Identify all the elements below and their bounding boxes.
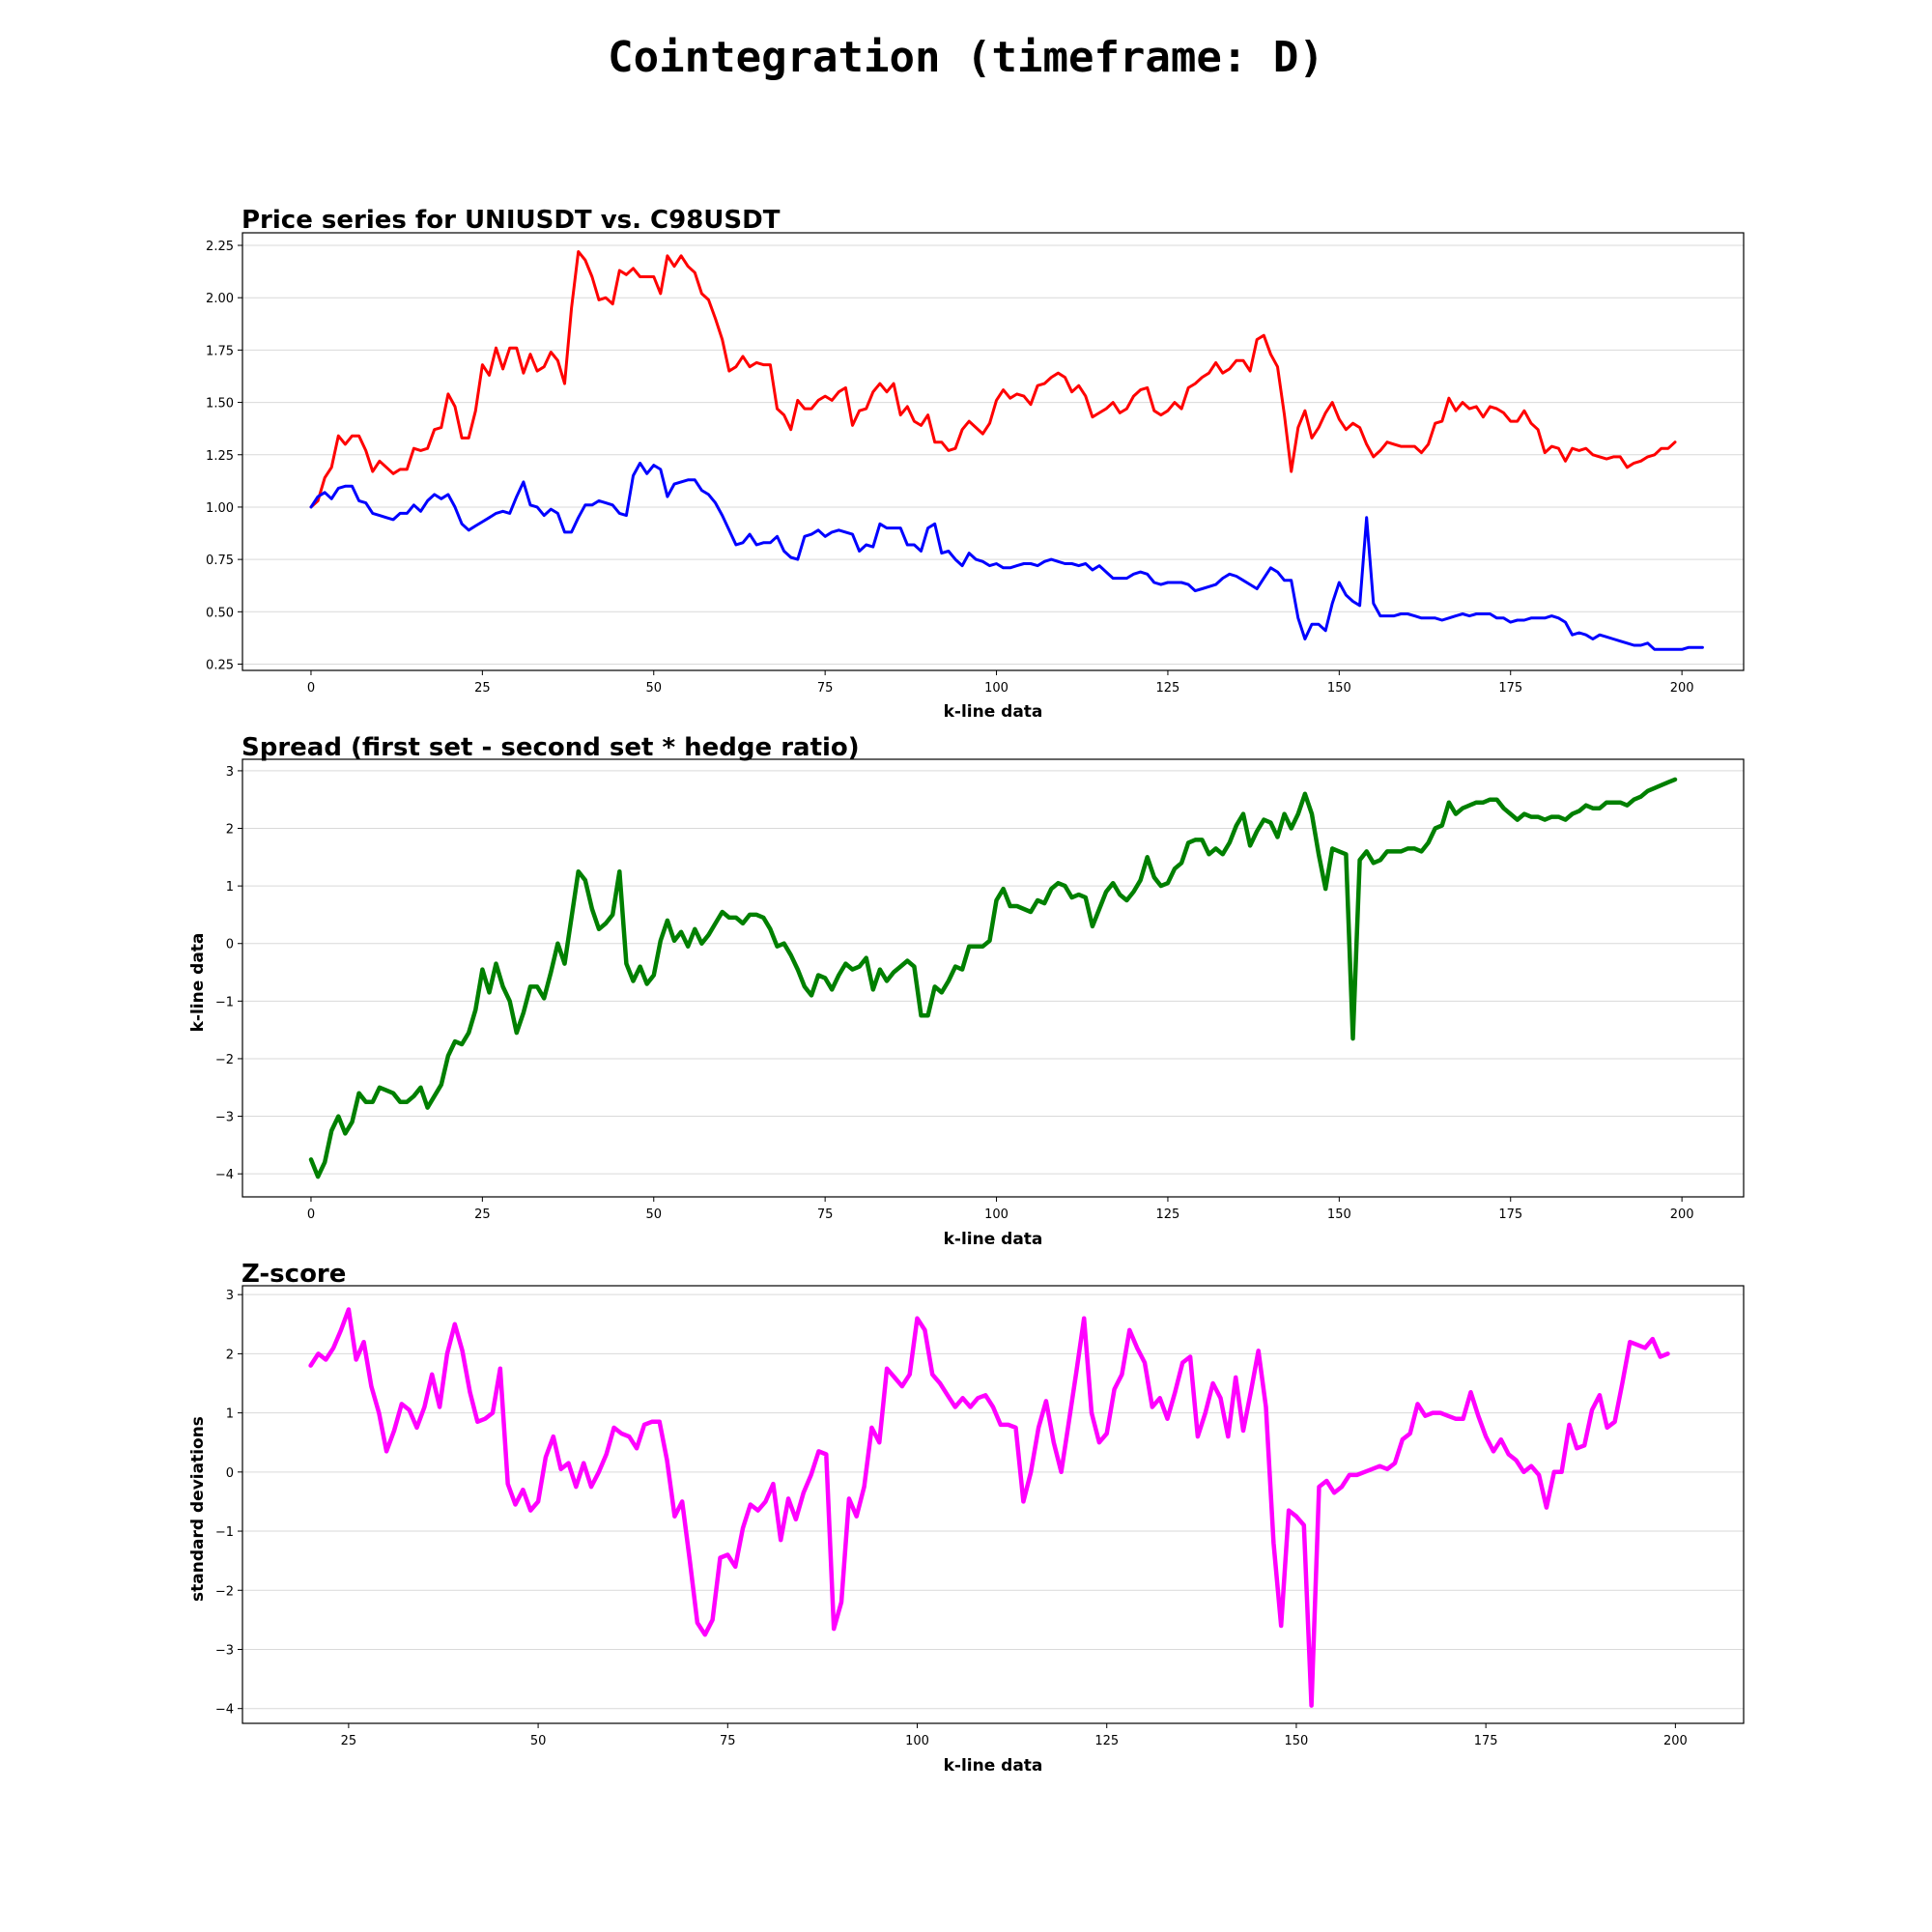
x-tick-label: 100 — [984, 681, 1009, 696]
y-tick-label: 1.25 — [206, 449, 234, 464]
y-tick-label: 1 — [226, 1407, 234, 1422]
x-tick-label: 50 — [530, 1734, 547, 1748]
spread-ylabel: k-line data — [188, 933, 208, 1033]
figure-suptitle: Cointegration (timeframe: D) — [608, 33, 1324, 82]
price-series-xlabel: k-line data — [944, 702, 1043, 722]
spread-xlabel: k-line data — [944, 1230, 1043, 1249]
axes-frame — [242, 1285, 1745, 1724]
y-tick-label: 0.50 — [206, 606, 234, 620]
x-tick-label: 50 — [645, 1208, 662, 1222]
spread-series-line-0 — [308, 777, 1678, 1179]
price-series-line-1 — [309, 461, 1704, 651]
y-tick-label: −2 — [215, 1584, 234, 1599]
x-tick-label: 25 — [474, 1208, 491, 1222]
y-tick-label: 0 — [226, 938, 234, 952]
x-tick-label: 25 — [341, 1734, 357, 1748]
axes-frame — [242, 758, 1745, 1198]
price-series-line-0 — [309, 250, 1677, 509]
x-tick-label: 25 — [474, 681, 491, 696]
x-tick-label: 175 — [1498, 681, 1522, 696]
x-tick-label: 0 — [307, 1208, 315, 1222]
y-tick-label: 2.25 — [206, 240, 234, 254]
y-tick-label: 0.75 — [206, 554, 234, 568]
y-tick-label: 1 — [226, 880, 234, 895]
x-tick-label: 200 — [1670, 681, 1694, 696]
y-tick-label: −1 — [215, 995, 234, 1009]
y-tick-label: 3 — [226, 1289, 234, 1303]
x-tick-label: 100 — [905, 1734, 929, 1748]
x-tick-label: 150 — [1327, 1208, 1351, 1222]
y-tick-label: −3 — [215, 1643, 234, 1658]
zscore-axes: Z-score k-line data standard deviations … — [188, 1260, 1745, 1776]
x-tick-label: 125 — [1156, 681, 1180, 696]
x-tick-label: 125 — [1094, 1734, 1119, 1748]
y-tick-label: 1.00 — [206, 501, 234, 516]
x-tick-label: 150 — [1327, 681, 1351, 696]
y-tick-label: −4 — [215, 1703, 234, 1718]
x-tick-label: 0 — [307, 681, 315, 696]
zscore-title: Z-score — [242, 1260, 346, 1289]
x-tick-label: 100 — [984, 1208, 1009, 1222]
y-tick-label: 0 — [226, 1466, 234, 1481]
axes-frame — [242, 232, 1745, 671]
spread-title: Spread (first set - second set * hedge r… — [242, 733, 860, 762]
y-tick-label: −1 — [215, 1525, 234, 1540]
price-series-axes: Price series for UNIUSDT vs. C98USDT k-l… — [206, 206, 1745, 722]
y-tick-label: 3 — [226, 765, 234, 780]
y-tick-label: 0.25 — [206, 658, 234, 672]
price-series-title: Price series for UNIUSDT vs. C98USDT — [242, 206, 781, 235]
y-tick-label: 2 — [226, 823, 234, 838]
x-tick-label: 75 — [817, 681, 834, 696]
x-tick-label: 150 — [1285, 1734, 1309, 1748]
x-tick-label: 75 — [720, 1734, 736, 1748]
y-tick-label: −3 — [215, 1111, 234, 1125]
y-tick-label: 2 — [226, 1348, 234, 1362]
x-tick-label: 175 — [1474, 1734, 1498, 1748]
zscore-ylabel: standard deviations — [188, 1416, 208, 1602]
x-tick-label: 200 — [1670, 1208, 1694, 1222]
x-tick-label: 125 — [1156, 1208, 1180, 1222]
spread-axes: Spread (first set - second set * hedge r… — [188, 733, 1745, 1249]
y-tick-label: 2.00 — [206, 292, 234, 306]
x-tick-label: 75 — [817, 1208, 834, 1222]
y-tick-label: −4 — [215, 1168, 234, 1182]
x-tick-label: 200 — [1663, 1734, 1688, 1748]
y-tick-label: 1.75 — [206, 344, 234, 358]
x-tick-label: 175 — [1498, 1208, 1522, 1222]
zscore-xlabel: k-line data — [944, 1756, 1043, 1776]
y-tick-label: −2 — [215, 1053, 234, 1067]
x-tick-label: 50 — [645, 681, 662, 696]
y-tick-label: 1.50 — [206, 397, 234, 412]
zscore-series-line-0 — [308, 1307, 1670, 1708]
